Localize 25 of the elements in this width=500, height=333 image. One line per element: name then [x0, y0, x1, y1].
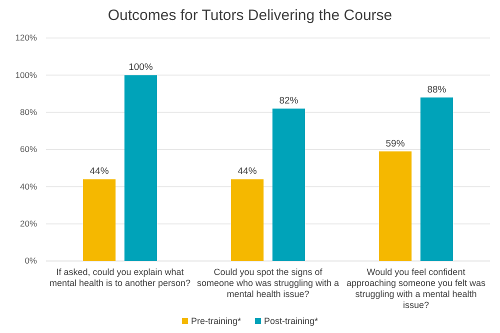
bar	[83, 179, 116, 261]
bar	[379, 151, 412, 261]
x-tick-label: Would you feel confident approaching someone you felt was struggling with a mental health issue?	[346, 267, 486, 310]
y-tick-label: 100%	[15, 70, 38, 80]
y-tick-label: 20%	[20, 218, 38, 229]
bar	[272, 108, 305, 261]
chart-title: Outcomes for Tutors Delivering the Course	[108, 7, 392, 24]
legend-label: Pre-training*	[190, 316, 242, 326]
x-tick-label: If asked, could you explain what mental health is to another person?	[49, 267, 191, 288]
bar	[124, 75, 157, 261]
bar	[231, 179, 264, 261]
legend-label: Post-training*	[264, 316, 319, 326]
y-tick-label: 120%	[15, 32, 38, 43]
x-tick-label: Could you spot the signs of someone who was struggling with a mental health issue?	[196, 267, 340, 299]
y-tick-label: 80%	[20, 107, 38, 118]
y-tick-label: 0%	[24, 256, 38, 266]
data-label: 82%	[279, 96, 299, 107]
data-label: 44%	[238, 166, 258, 178]
data-label: 88%	[427, 84, 447, 96]
data-label: 100%	[128, 62, 154, 74]
data-label: 59%	[386, 138, 406, 150]
bar	[420, 97, 453, 261]
data-label: 44%	[90, 166, 110, 178]
y-tick-label: 40%	[20, 181, 38, 192]
y-tick-label: 60%	[20, 144, 38, 154]
